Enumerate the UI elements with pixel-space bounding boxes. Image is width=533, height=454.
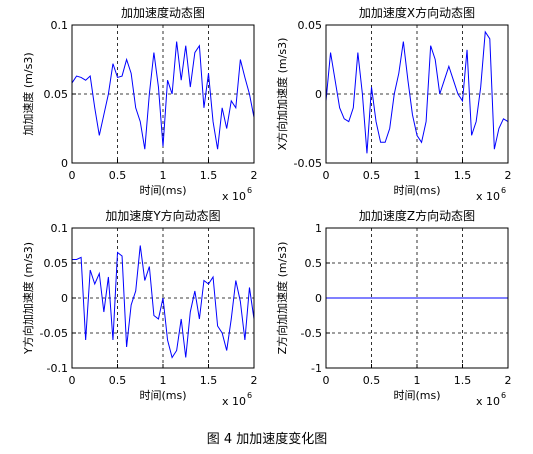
- x-tick-label: 1.5: [200, 169, 218, 182]
- y-tick-label: -0.1: [47, 362, 68, 375]
- x-axis-label: 时间(ms): [139, 389, 186, 402]
- y-tick-label: -0.05: [40, 327, 68, 340]
- x-tick-label: 0.5: [363, 169, 381, 182]
- y-axis-label: X方向加加速度 (m/s3): [275, 38, 289, 151]
- y-tick-label: 0.1: [51, 19, 69, 32]
- x-tick-label: 2: [251, 169, 258, 182]
- x-tick-label: 2: [505, 374, 512, 387]
- y-tick-label: 0.1: [51, 222, 69, 235]
- y-tick-label: 0: [61, 157, 68, 170]
- x-tick-label: 1: [414, 169, 421, 182]
- x-scale-base: x 10: [222, 395, 246, 408]
- x-tick-label: 0: [323, 374, 330, 387]
- y-tick-label: 0: [61, 292, 68, 305]
- x-axis-label: 时间(ms): [393, 184, 440, 197]
- data-line: [72, 245, 255, 359]
- y-tick-label: 1: [315, 222, 322, 235]
- y-tick-label: 0.05: [44, 257, 69, 270]
- figure-caption: 图 4 加加速度变化图: [207, 431, 328, 447]
- x-scale-exponent: 6: [501, 391, 506, 400]
- x-tick-label: 0: [69, 169, 76, 182]
- x-scale-exponent: 6: [247, 186, 252, 195]
- y-tick-label: 0.5: [305, 257, 323, 270]
- x-axis-label: 时间(ms): [139, 184, 186, 197]
- x-tick-label: 2: [251, 374, 258, 387]
- x-tick-label: 1.5: [454, 169, 472, 182]
- chart-title: 加加速度动态图: [121, 5, 205, 20]
- x-tick-label: 1: [414, 374, 421, 387]
- axes-box: [325, 227, 509, 369]
- chart-title: 加加速度X方向动态图: [359, 5, 475, 20]
- x-scale-base: x 10: [476, 190, 500, 203]
- x-tick-label: 0: [323, 169, 330, 182]
- axes-box: [325, 24, 509, 164]
- x-scale-base: x 10: [476, 395, 500, 408]
- chart-title: 加加速度Y方向动态图: [105, 208, 220, 223]
- data-line: [71, 41, 255, 150]
- x-tick-label: 2: [505, 169, 512, 182]
- x-tick-label: 1: [160, 374, 167, 387]
- x-tick-label: 1.5: [200, 374, 218, 387]
- x-tick-label: 0.5: [109, 374, 127, 387]
- y-axis-label: Y方向加加速度 (m/s3): [21, 242, 35, 355]
- x-tick-label: 1.5: [454, 374, 472, 387]
- y-tick-label: -0.5: [301, 327, 322, 340]
- y-tick-label: 0: [315, 88, 322, 101]
- data-line: [325, 30, 509, 154]
- x-tick-label: 0.5: [363, 374, 381, 387]
- x-scale-exponent: 6: [501, 186, 506, 195]
- y-tick-label: 0.05: [298, 19, 323, 32]
- axes-box: [71, 227, 255, 369]
- x-scale-base: x 10: [222, 190, 246, 203]
- axes-box: [71, 24, 255, 164]
- y-tick-label: 0: [315, 292, 322, 305]
- y-tick-label: -1: [311, 362, 322, 375]
- chart-title: 加加速度Z方向动态图: [359, 208, 475, 223]
- x-tick-label: 0: [69, 374, 76, 387]
- y-tick-label: -0.05: [294, 157, 322, 170]
- x-axis-label: 时间(ms): [393, 389, 440, 402]
- y-tick-label: 0.05: [44, 88, 69, 101]
- x-tick-label: 0.5: [109, 169, 127, 182]
- x-tick-label: 1: [160, 169, 167, 182]
- y-axis-label: Z方向加加速度 (m/s3): [275, 242, 289, 355]
- x-scale-exponent: 6: [247, 391, 252, 400]
- y-axis-label: 加加速度 (m/s3): [21, 52, 35, 135]
